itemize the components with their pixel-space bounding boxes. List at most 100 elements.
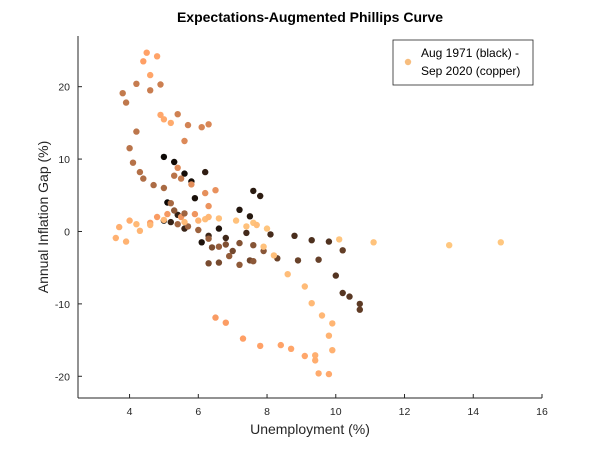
scatter-point [236,239,243,247]
scatter-point [171,158,178,166]
scatter-point [312,352,319,359]
chart-title: Expectations-Augmented Phillips Curve [177,9,443,25]
scatter-point [198,124,205,131]
scatter-point [122,238,130,245]
scatter-point [315,256,322,263]
scatter-point [174,221,181,228]
legend-box [392,39,534,86]
scatter-point [167,218,174,226]
scatter-point [325,238,333,245]
scatter-point [212,314,219,321]
scatter-point [263,225,271,232]
x-tick-label: 12 [399,406,411,418]
scatter-point [205,260,212,267]
scatter-point [497,239,504,246]
scatter-point [222,241,229,248]
legend-marker [404,58,412,66]
scatter-point [164,210,171,218]
scatter-point [184,223,192,230]
scatter-point [202,189,209,197]
scatter-point [205,235,212,242]
scatter-point [188,181,195,188]
scatter-point [215,259,223,266]
scatter-point [181,137,188,145]
scatter-point [126,217,133,224]
scatter-point [339,247,346,254]
scatter-point [267,231,274,238]
scatter-points [112,49,504,378]
scatter-point [126,145,133,152]
scatter-point [270,252,278,259]
axes [77,36,542,399]
scatter-point [236,261,243,268]
scatter-point [356,306,363,313]
scatter-point [229,247,236,255]
scatter-point [346,293,353,300]
scatter-point [301,352,308,360]
scatter-point [222,234,229,242]
scatter-point [253,221,260,229]
scatter-point [260,243,267,250]
scatter-point [250,187,257,195]
scatter-point [167,119,174,127]
y-tick-label: -10 [55,299,70,311]
x-tick-label: 8 [264,406,270,418]
scatter-point [129,159,137,166]
scatter-point [215,225,223,232]
scatter-point [239,335,247,342]
scatter-point [243,223,250,230]
scatter-point [177,175,185,182]
scatter-point [181,210,188,217]
scatter-point [140,58,147,65]
scatter-point [205,121,212,128]
scatter-point [116,223,123,231]
scatter-point [215,215,223,222]
scatter-point [153,53,161,60]
scatter-point [122,99,130,106]
x-tick-label: 14 [467,406,479,418]
scatter-point [140,175,147,182]
scatter-point [205,202,212,210]
scatter-point [294,257,302,264]
scatter-point [257,342,264,350]
scatter-point [212,187,219,194]
scatter-point [370,239,377,246]
scatter-point [226,252,233,260]
scatter-point [133,221,140,228]
scatter-point [191,195,199,202]
scatter-point [446,242,453,249]
scatter-point [174,164,181,171]
scatter-point [215,243,223,250]
y-tick-label: 20 [58,82,70,94]
scatter-point [184,121,192,129]
scatter-point [284,271,291,278]
ticks: 4 6 8 10 12 14 16 -20 -10 0 10 20 [55,82,548,418]
scatter-point [339,289,346,297]
scatter-point [174,111,181,118]
legend-line-2: Sep 2020 (copper) [421,64,520,78]
scatter-point [236,206,243,213]
y-tick-label: 0 [64,226,70,238]
scatter-point [246,213,254,220]
scatter-point [356,300,363,308]
scatter-point [243,229,250,237]
scatter-point [191,210,199,218]
y-tick-label: 10 [58,154,70,166]
scatter-point [167,200,174,207]
scatter-point [312,357,319,364]
scatter-point [291,232,298,239]
scatter-point [153,213,161,221]
scatter-point [325,370,333,378]
scatter-point [232,217,240,224]
scatter-point [150,181,157,189]
scatter-point [308,237,315,244]
scatter-point [222,319,229,326]
scatter-point [332,272,339,279]
scatter-point [136,168,144,176]
scatter-point [147,221,154,229]
scatter-point [147,87,154,94]
scatter-point [157,81,164,88]
scatter-point [329,320,336,327]
scatter-point [181,170,188,177]
